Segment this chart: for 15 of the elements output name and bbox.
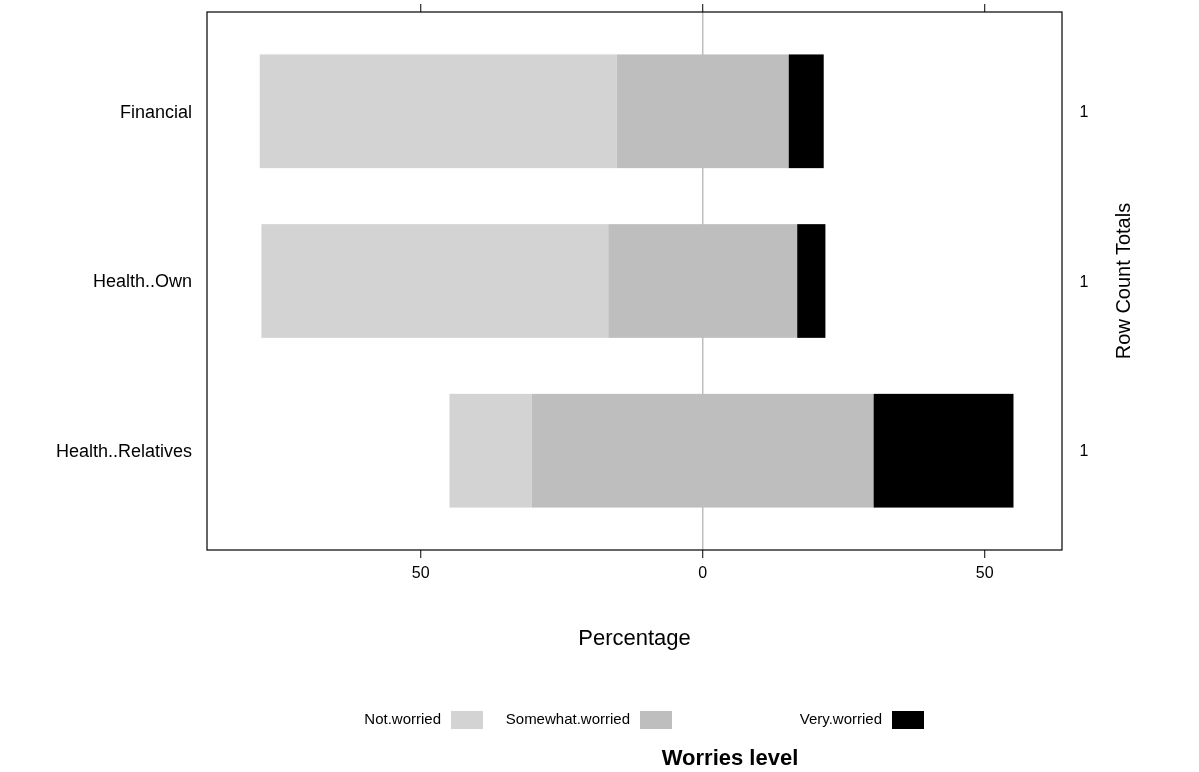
y2-axis-title: Row Count Totals — [1112, 202, 1134, 360]
y-tick-label: Health..Relatives — [55, 441, 192, 462]
y2-tick-label: 1 — [1079, 442, 1089, 460]
x-tick-label: 50 — [411, 564, 430, 581]
x-tick-label: 50 — [975, 564, 994, 581]
legend-label: Very.worried — [799, 710, 882, 727]
legend-label: Somewhat.worried — [505, 710, 630, 727]
y-tick-label: Financial — [119, 101, 192, 122]
y2-tick-label: 1 — [1079, 272, 1089, 290]
y2-tick-label: 1 — [1079, 102, 1089, 120]
x-tick-label: 0 — [698, 564, 708, 581]
y-tick-label: Health..Own — [92, 271, 192, 292]
legend-label: Not.worried — [364, 710, 441, 727]
legend-title: Worries level — [661, 745, 799, 770]
x-axis-title: Percentage — [578, 625, 691, 650]
